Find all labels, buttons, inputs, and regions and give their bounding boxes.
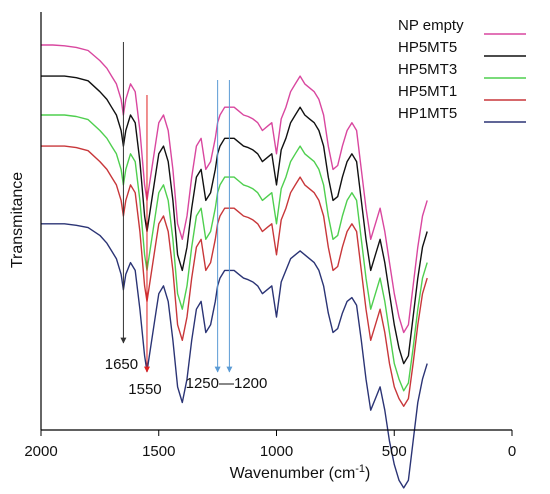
x-axis-label-tail: ) — [365, 465, 370, 482]
x-tick-label: 1000 — [260, 443, 293, 460]
y-axis-label: Transmitance — [9, 172, 26, 268]
annotation-label: 1650 — [105, 356, 138, 373]
x-axis-label: Wavenumber (cm-1) — [230, 463, 371, 482]
series-line-1 — [41, 44, 428, 334]
tick-layer: 2000 1500 1000 500 0 — [24, 430, 516, 460]
legend-label: HP5MT3 — [398, 61, 457, 78]
x-tick-label: 500 — [382, 443, 407, 460]
legend: NP empty HP5MT5 HP5MT3 HP5MT1 HP1MT5 — [398, 17, 526, 123]
annotation-label: 1250—1200 — [186, 375, 268, 392]
series-line-4 — [41, 145, 428, 407]
legend-label: HP1MT5 — [398, 105, 457, 122]
series-layer — [41, 44, 428, 489]
series-line-3 — [41, 114, 428, 392]
annotation-layer: 1650 1550 1250—1200 — [105, 42, 268, 398]
x-axis-label-sup: -1 — [355, 463, 365, 475]
x-tick-label: 2000 — [24, 443, 57, 460]
legend-label: HP5MT5 — [398, 39, 457, 56]
series-line-5 — [41, 223, 428, 489]
series-line-2 — [41, 75, 428, 365]
legend-label: HP5MT1 — [398, 83, 457, 100]
x-tick-label: 0 — [508, 443, 516, 460]
annotation-label: 1550 — [128, 381, 161, 398]
x-tick-label: 1500 — [142, 443, 175, 460]
legend-label: NP empty — [398, 17, 464, 34]
x-axis-label-main: Wavenumber (cm — [230, 465, 356, 482]
